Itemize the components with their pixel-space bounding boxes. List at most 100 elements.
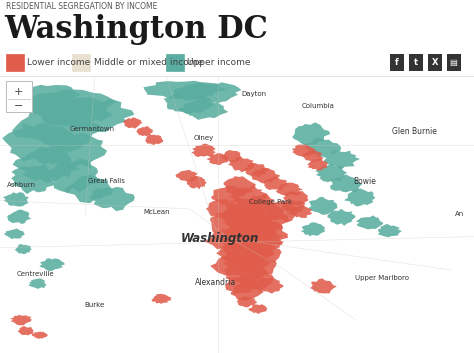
- Text: Washington DC: Washington DC: [5, 14, 269, 45]
- Polygon shape: [173, 82, 241, 104]
- Polygon shape: [221, 225, 266, 250]
- Polygon shape: [239, 269, 274, 290]
- Polygon shape: [225, 198, 257, 216]
- Bar: [409, 54, 423, 71]
- Polygon shape: [236, 296, 257, 307]
- Polygon shape: [323, 150, 360, 169]
- Polygon shape: [283, 191, 308, 205]
- Polygon shape: [224, 261, 268, 286]
- Polygon shape: [4, 228, 25, 239]
- Text: Ashburn: Ashburn: [7, 183, 36, 189]
- Polygon shape: [39, 258, 65, 271]
- Polygon shape: [10, 315, 32, 325]
- Text: Bowie: Bowie: [354, 177, 376, 186]
- Polygon shape: [239, 254, 277, 277]
- Polygon shape: [18, 326, 34, 335]
- Polygon shape: [356, 215, 383, 229]
- Polygon shape: [44, 133, 107, 170]
- Text: Glen Burnie: Glen Burnie: [392, 127, 437, 136]
- Polygon shape: [210, 212, 247, 235]
- Text: Upper Marlboro: Upper Marlboro: [355, 275, 409, 281]
- Polygon shape: [223, 247, 270, 271]
- Polygon shape: [216, 241, 263, 267]
- Polygon shape: [252, 278, 283, 294]
- Bar: [428, 54, 442, 71]
- Polygon shape: [330, 174, 362, 192]
- Polygon shape: [191, 144, 216, 157]
- Polygon shape: [123, 118, 142, 129]
- Polygon shape: [235, 228, 284, 256]
- Text: Washington: Washington: [181, 232, 260, 245]
- Polygon shape: [305, 137, 341, 158]
- Polygon shape: [328, 209, 356, 226]
- Polygon shape: [13, 147, 80, 183]
- Polygon shape: [243, 243, 282, 265]
- Text: An: An: [455, 211, 465, 217]
- Polygon shape: [32, 331, 48, 339]
- Polygon shape: [344, 189, 375, 207]
- Polygon shape: [225, 277, 256, 294]
- Text: Germantown: Germantown: [70, 126, 115, 132]
- Text: X: X: [431, 58, 438, 67]
- Text: College Park: College Park: [249, 199, 292, 205]
- Polygon shape: [7, 210, 31, 224]
- Polygon shape: [11, 164, 55, 194]
- Polygon shape: [64, 174, 112, 203]
- Polygon shape: [309, 197, 337, 215]
- Polygon shape: [175, 170, 198, 181]
- Polygon shape: [206, 199, 239, 217]
- Polygon shape: [145, 134, 164, 145]
- Polygon shape: [47, 158, 100, 193]
- Text: t: t: [414, 58, 418, 67]
- Polygon shape: [302, 150, 323, 162]
- Polygon shape: [211, 186, 244, 205]
- Polygon shape: [249, 304, 267, 314]
- Polygon shape: [57, 97, 135, 132]
- Text: f: f: [395, 58, 399, 67]
- Polygon shape: [263, 176, 288, 190]
- Polygon shape: [228, 157, 255, 173]
- Text: −: −: [14, 101, 23, 110]
- Polygon shape: [164, 91, 213, 114]
- Polygon shape: [246, 194, 276, 211]
- Polygon shape: [223, 234, 275, 262]
- Polygon shape: [221, 150, 242, 162]
- Polygon shape: [231, 282, 264, 301]
- Polygon shape: [292, 122, 330, 145]
- Polygon shape: [205, 229, 247, 249]
- Polygon shape: [301, 222, 325, 236]
- Text: Upper income: Upper income: [187, 58, 251, 67]
- Bar: [72, 54, 90, 71]
- Polygon shape: [292, 144, 315, 157]
- Polygon shape: [308, 159, 328, 171]
- Polygon shape: [243, 163, 269, 177]
- Text: Columbia: Columbia: [301, 103, 334, 109]
- Polygon shape: [289, 205, 312, 218]
- Polygon shape: [187, 176, 207, 189]
- Bar: [6, 54, 24, 71]
- FancyBboxPatch shape: [6, 82, 32, 112]
- Polygon shape: [264, 201, 298, 222]
- Text: Burke: Burke: [85, 301, 105, 307]
- Text: +: +: [14, 87, 23, 97]
- Bar: [165, 54, 183, 71]
- Text: Dayton: Dayton: [241, 91, 266, 97]
- Text: McLean: McLean: [143, 209, 170, 215]
- Polygon shape: [28, 279, 46, 289]
- Bar: [390, 54, 404, 71]
- Polygon shape: [13, 85, 81, 113]
- Polygon shape: [89, 187, 135, 211]
- Polygon shape: [230, 200, 284, 228]
- Text: Olney: Olney: [194, 135, 214, 141]
- Text: RESIDENTIAL SEGREGATION BY INCOME: RESIDENTIAL SEGREGATION BY INCOME: [6, 2, 157, 11]
- Polygon shape: [144, 81, 229, 100]
- Polygon shape: [15, 244, 32, 254]
- Polygon shape: [223, 176, 256, 196]
- Polygon shape: [240, 218, 288, 245]
- Text: Lower income: Lower income: [27, 58, 91, 67]
- Polygon shape: [219, 204, 266, 229]
- Polygon shape: [310, 279, 337, 293]
- Polygon shape: [276, 183, 303, 196]
- Polygon shape: [251, 168, 280, 183]
- Polygon shape: [282, 201, 305, 212]
